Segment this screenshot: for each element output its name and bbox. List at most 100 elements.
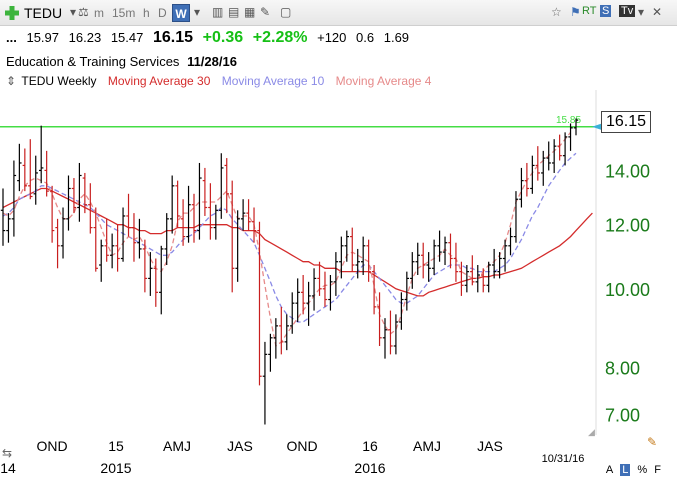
scale-f-button[interactable]: F xyxy=(654,464,661,476)
ohlc-bar xyxy=(273,318,279,359)
scale-icon[interactable]: ⚖ xyxy=(78,5,89,19)
ohlc-bar xyxy=(39,125,44,184)
symbol-label[interactable]: TEDU xyxy=(24,5,63,21)
interval-w-active[interactable]: W xyxy=(172,4,190,22)
close-icon[interactable]: ✕ xyxy=(652,5,663,19)
ohlc-bar xyxy=(257,221,262,386)
price-chart[interactable]: 7.00 8.00 10.00 12.00 14.00 15.85 OND 15 AMJ JAS O… xyxy=(0,90,677,481)
x-tick-label: OND xyxy=(286,438,317,454)
ohlc-bar xyxy=(311,268,317,311)
ohlc-bar xyxy=(99,239,104,282)
ohlc-bar xyxy=(437,230,442,262)
ohlc-bar xyxy=(541,150,546,186)
interval-dropdown-icon[interactable]: ▾ xyxy=(194,5,201,19)
x-tick-label: 16 xyxy=(362,438,378,454)
x-tick-label: AMJ xyxy=(163,438,191,454)
quote-prefix: ... xyxy=(6,30,17,45)
ohlc-bar xyxy=(502,239,508,272)
interval-m[interactable]: m xyxy=(94,6,104,20)
legend: ⇕ TEDU Weekly Moving Average 30 Moving A… xyxy=(6,74,439,88)
bar-chart-icon[interactable]: ▥ xyxy=(212,5,224,19)
ohlc-bar xyxy=(339,236,344,279)
ohlc-bar xyxy=(464,265,470,293)
quote-change: +0.36 xyxy=(202,29,244,46)
ohlc-bar xyxy=(137,218,142,259)
star-icon[interactable]: ☆ xyxy=(551,5,562,19)
chart-style-icon[interactable]: ▤ xyxy=(228,5,240,19)
ohlc-bar xyxy=(481,268,486,293)
y-tick-label: 10.00 xyxy=(605,280,650,300)
rt-label[interactable]: RT xyxy=(582,5,597,17)
ohlc-bar xyxy=(290,292,295,334)
ohlc-bar xyxy=(551,139,557,173)
ohlc-bar xyxy=(486,261,491,293)
grid-icon[interactable]: ▦ xyxy=(244,5,256,19)
interval-d[interactable]: D xyxy=(158,6,167,20)
ohlc-bar xyxy=(371,265,377,315)
ohlc-bar xyxy=(459,261,464,296)
y-tick-label: 7.00 xyxy=(605,405,640,425)
save-icon[interactable]: ▢ xyxy=(280,5,292,19)
ohlc-bar xyxy=(224,158,229,214)
scroll-icon: ⇆ xyxy=(2,446,12,460)
quote-change-pct: +2.28% xyxy=(252,29,308,46)
ohlc-bar xyxy=(22,148,28,192)
scale-pct-button[interactable]: % xyxy=(637,464,648,476)
dropdown-icon[interactable]: ▾ xyxy=(70,5,77,19)
tv-label[interactable]: Tv xyxy=(619,5,636,17)
ohlc-bar xyxy=(491,248,497,279)
ohlc-bar xyxy=(399,292,404,330)
ohlc-bar xyxy=(164,213,169,266)
flag-icon[interactable]: ⚑ xyxy=(570,5,581,19)
ohlc-bar xyxy=(557,134,562,161)
ohlc-bar xyxy=(88,183,93,234)
legend-item-ma30[interactable]: Moving Average 30 xyxy=(107,74,211,88)
ohlc-bar xyxy=(66,175,71,231)
ohlc-bar xyxy=(251,207,257,243)
menu-arrow-icon[interactable]: ▾ xyxy=(638,5,645,19)
scroll-end-icon: ◢ xyxy=(588,428,595,438)
ohlc-bar xyxy=(497,252,502,279)
ohlc-bar xyxy=(442,236,448,266)
ohlc-bar xyxy=(306,281,311,326)
ohlc-bar xyxy=(82,172,88,214)
add-symbol-icon[interactable] xyxy=(4,5,20,21)
ohlc-bar xyxy=(333,252,339,296)
ohlc-bar xyxy=(49,185,55,243)
quote-line: ... 15.97 16.23 15.47 16.15 +0.36 +2.28%… xyxy=(6,29,415,49)
ohlc-bar xyxy=(120,207,126,262)
legend-item-price[interactable]: TEDU Weekly xyxy=(21,74,97,88)
ohlc-bar xyxy=(202,167,208,216)
scale-l-button[interactable]: L xyxy=(620,464,631,476)
quote-open: 15.97 xyxy=(26,30,60,45)
quote-date: 11/28/16 xyxy=(187,54,237,69)
ohlc-bar xyxy=(388,310,393,355)
ohlc-bar xyxy=(426,252,431,282)
ohlc-bar xyxy=(415,242,420,276)
legend-item-ma4[interactable]: Moving Average 4 xyxy=(335,74,432,88)
y-tick-label: 12.00 xyxy=(605,216,650,236)
pencil-icon[interactable]: ✎ xyxy=(260,5,271,19)
year-label: 2015 xyxy=(100,460,131,476)
ohlc-bar xyxy=(11,160,17,237)
interval-h[interactable]: h xyxy=(143,6,150,20)
ohlc-bar xyxy=(268,333,273,372)
quote-vol: +120 xyxy=(317,30,347,45)
quote-low: 15.47 xyxy=(110,30,144,45)
ohlc-bar xyxy=(513,191,519,243)
ohlc-bar xyxy=(366,239,371,282)
s-label[interactable]: S xyxy=(600,5,612,17)
legend-toggle-icon[interactable]: ⇕ xyxy=(6,74,17,88)
ohlc-bar xyxy=(153,258,158,307)
ohlc-bar xyxy=(317,261,322,296)
ohlc-bar xyxy=(350,227,355,272)
scale-a-button[interactable]: A xyxy=(605,464,614,476)
ohlc-bar xyxy=(180,199,186,246)
legend-item-ma10[interactable]: Moving Average 10 xyxy=(221,74,325,88)
ohlc-bar xyxy=(530,155,535,194)
company-name: Education & Training Services xyxy=(6,54,180,69)
ohlc-bar xyxy=(115,224,120,272)
interval-15m[interactable]: 15m xyxy=(112,6,136,20)
ohlc-bar xyxy=(131,213,137,262)
ohlc-bar xyxy=(175,180,180,228)
